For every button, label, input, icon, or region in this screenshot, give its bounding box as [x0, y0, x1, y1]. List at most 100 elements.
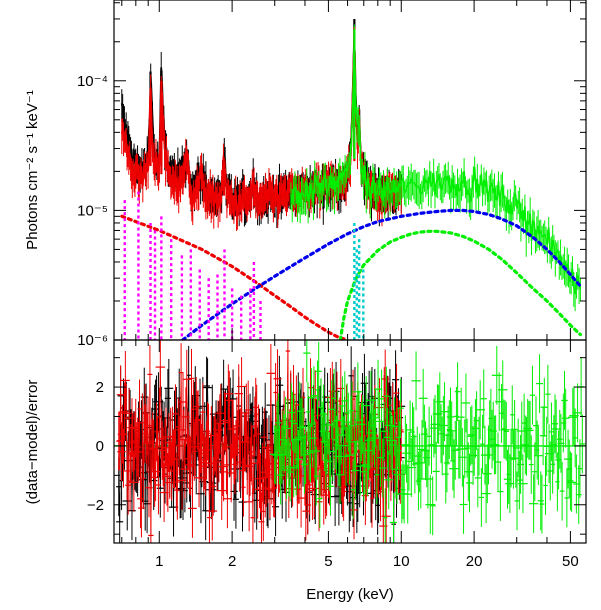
residual-connector: [258, 433, 260, 479]
residual-connector: [344, 458, 346, 468]
residual-connector: [357, 464, 360, 493]
residual-connector: [135, 428, 138, 452]
residual-connector: [128, 418, 131, 482]
residual-connector: [211, 486, 214, 512]
residual-connector: [230, 429, 233, 473]
residual-connector: [241, 386, 243, 471]
residual-connector: [206, 431, 208, 451]
residual-y-tick-label: 0: [96, 438, 104, 455]
residual-connector: [193, 446, 196, 452]
residual-connector: [264, 412, 267, 441]
residual-connector: [156, 431, 158, 447]
residual-connector: [205, 450, 208, 467]
residual-connector: [317, 415, 320, 502]
residual-connector: [118, 440, 120, 442]
residual-connector: [197, 419, 200, 478]
x-tick-label: 50: [562, 553, 579, 570]
residual-connector: [218, 423, 221, 453]
spectrum-panel: 10⁻⁶ 10⁻⁵ 10⁻⁴ Photons cm⁻² s⁻¹ keV⁻¹: [24, 0, 587, 349]
residual-connector: [272, 463, 275, 488]
residual-connector: [186, 379, 189, 459]
residual-connector: [194, 406, 197, 447]
residual-connector: [178, 429, 181, 446]
residual-connector: [163, 447, 166, 493]
residual-connector: [370, 451, 373, 499]
residual-connector: [356, 492, 359, 504]
residual-connector: [207, 430, 209, 434]
residual-connector: [179, 488, 182, 490]
residual-connector: [364, 383, 366, 414]
residual-connector: [212, 445, 215, 487]
residual-ylabel: (data−model)/error: [24, 380, 41, 505]
residual-connector: [371, 469, 374, 499]
x-tick-label: 10: [393, 553, 410, 570]
residual-connector: [154, 471, 156, 478]
residual-connector: [234, 449, 237, 465]
residual-connector: [235, 425, 238, 450]
residual-connector: [393, 439, 396, 463]
residual-connector: [223, 420, 225, 472]
residual-connector: [166, 398, 169, 457]
residual-connector: [248, 466, 251, 502]
residual-connector: [250, 451, 253, 456]
residual-connector: [195, 406, 198, 421]
model-component-3: [120, 214, 350, 340]
residual-panel: 1 2 5 10 20 50 −2 0 2 (data−model)/error Energy …: [24, 339, 587, 603]
y-tick-label: 10⁻⁵: [77, 202, 108, 219]
residual-connector: [149, 374, 152, 536]
residual-connector: [243, 441, 245, 488]
residual-connector: [152, 441, 155, 450]
residual-connector: [259, 478, 261, 484]
residual-connector: [181, 402, 184, 481]
residual-connector: [192, 409, 195, 452]
energy-xlabel: Energy (keV): [306, 586, 394, 603]
residual-connector: [153, 449, 156, 478]
residual-connector: [227, 393, 230, 401]
residual-connector: [124, 380, 127, 414]
residual-connector: [144, 413, 147, 435]
y-tick-label: 10⁻⁶: [77, 332, 108, 349]
residual-connector: [123, 411, 125, 459]
residual-y-tick-label: −2: [87, 497, 104, 514]
residual-connector: [239, 437, 242, 463]
residual-y-tick-label: 2: [96, 379, 104, 396]
residual-connector: [172, 436, 174, 459]
residual-connector: [248, 423, 251, 448]
y-tick-label: 10⁻⁴: [77, 73, 108, 90]
residual-connector: [232, 428, 235, 455]
x-tick-label: 2: [228, 553, 236, 570]
residual-connector: [142, 433, 145, 479]
residual-connector: [314, 399, 317, 449]
residual-connector: [228, 400, 231, 447]
residual-connector: [247, 410, 250, 502]
residual-connector: [221, 466, 224, 491]
residual-connector: [131, 427, 134, 443]
residual-connector: [160, 438, 163, 451]
residual-connector: [120, 394, 122, 452]
residual-connector: [255, 407, 258, 415]
residual-connector: [264, 477, 267, 489]
residual-connector: [188, 441, 191, 465]
residual-connector: [396, 393, 398, 428]
residual-connector: [220, 413, 223, 491]
residual-connector: [208, 433, 210, 518]
residual-connector: [381, 460, 383, 468]
x-tick-label: 1: [155, 553, 163, 570]
residual-frame: [113, 339, 587, 544]
residual-series-2: [269, 340, 586, 543]
residual-connector: [318, 415, 321, 437]
residual-connector: [261, 435, 264, 449]
residual-connector: [202, 412, 205, 463]
residual-connector: [175, 413, 177, 483]
residual-connector: [210, 435, 213, 512]
residual-connector: [198, 449, 201, 478]
residual-connector: [165, 436, 168, 477]
residual-connector: [125, 413, 128, 471]
model-component-4: [181, 208, 582, 340]
model-curve-2: [290, 39, 582, 295]
residual-connector: [139, 408, 141, 499]
x-tick-label: 20: [466, 553, 483, 570]
residual-connector: [359, 432, 361, 435]
residual-connector: [209, 463, 211, 518]
